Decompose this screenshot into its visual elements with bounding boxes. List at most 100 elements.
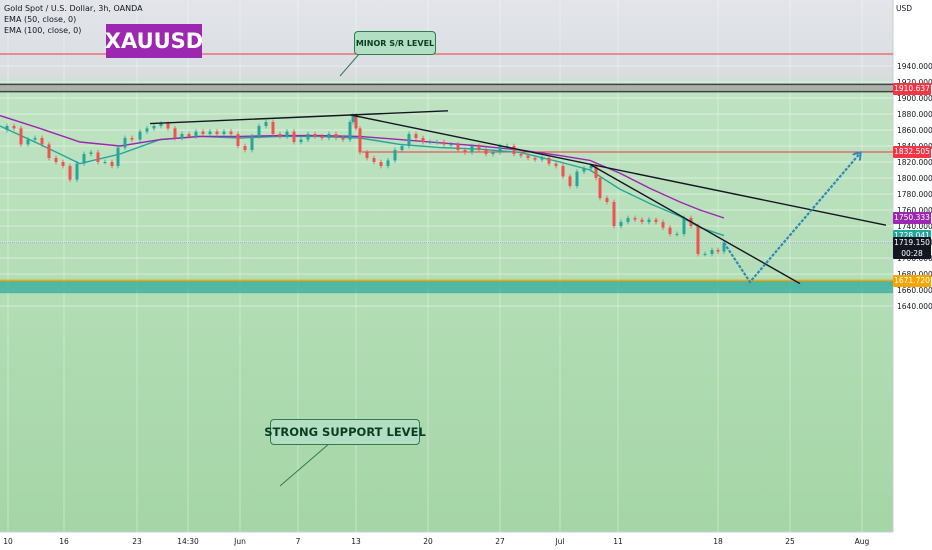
y-tick-label: 1780.000: [897, 190, 932, 199]
price-tag: 1910.637: [893, 83, 931, 96]
price-tag: 1719.150 00:28: [893, 236, 931, 259]
candle-body: [661, 222, 665, 228]
candle-body: [33, 138, 37, 140]
candle-body: [703, 254, 707, 255]
plot-background: [0, 0, 893, 532]
candle-body: [710, 250, 714, 254]
candle-body: [257, 126, 261, 137]
callout-pointer-layer: [279, 52, 361, 487]
candle-body: [358, 128, 362, 153]
candle-body: [194, 131, 198, 137]
candle-body: [491, 152, 495, 154]
price-tag-value: 1832.505: [894, 146, 930, 156]
candle-body: [456, 144, 460, 150]
candle-body: [208, 131, 212, 134]
strong-support-zone: [0, 280, 893, 294]
strong-support-level-callout[interactable]: STRONG SUPPORT LEVEL: [264, 419, 426, 445]
price-tag-value: 1750.333: [894, 212, 930, 222]
y-tick-label: 1680.000: [897, 270, 932, 279]
candle-body: [306, 134, 310, 140]
candle-body: [421, 138, 425, 142]
candle-body: [61, 162, 65, 166]
candle-body: [89, 152, 93, 154]
candle-body: [40, 138, 44, 145]
candle-body: [442, 142, 446, 145]
symbol-legend: Gold Spot / U.S. Dollar, 3h, OANDA: [4, 4, 143, 13]
candle-body: [626, 218, 630, 222]
y-tick-label: 1760.000: [897, 206, 932, 215]
x-tick-label: 25: [785, 537, 795, 546]
candle-body: [123, 138, 127, 148]
x-tick-label: 10: [3, 537, 13, 546]
price-tag-value: 1719.150: [894, 237, 930, 247]
y-tick-label: 1740.000: [897, 222, 932, 231]
candle-body: [372, 158, 376, 162]
candle-body: [554, 163, 558, 166]
y-tick-label: 1880.000: [897, 110, 932, 119]
y-tick-label: 1940.000: [897, 62, 932, 71]
candle-body: [166, 123, 170, 129]
candle-body: [594, 166, 598, 178]
candle-body: [334, 134, 338, 138]
candle-body: [470, 146, 474, 153]
x-tick-label: Jun: [233, 537, 246, 546]
ema50-legend: EMA (50, close, 0): [4, 15, 77, 24]
candle-body: [229, 131, 233, 134]
minor-sr-level-callout[interactable]: MINOR S/R LEVEL: [354, 31, 436, 55]
x-tick-label: 7: [296, 537, 301, 546]
candle-body: [145, 128, 149, 132]
minor-callout-pointer: [339, 52, 361, 77]
candle-body: [582, 168, 586, 172]
y-tick-label: 1640.000: [897, 302, 932, 311]
strong-callout-pointer: [279, 442, 331, 487]
candle-body: [612, 202, 616, 226]
x-tick-label: 16: [59, 537, 69, 546]
candle-body: [477, 146, 481, 150]
x-tick-label: 20: [423, 537, 433, 546]
candle-body: [400, 146, 404, 150]
x-tick-label: 27: [495, 537, 505, 546]
candle-body: [540, 158, 544, 160]
candle-body: [654, 219, 658, 222]
candle-body: [484, 150, 488, 154]
candle-body: [547, 158, 551, 164]
zone-layer: [0, 83, 893, 294]
x-tick-label: Jul: [554, 537, 564, 546]
candle-body: [716, 250, 720, 252]
projection-path: [723, 153, 860, 284]
candle-body: [264, 122, 268, 126]
ema100-legend: EMA (100, close, 0): [4, 26, 82, 35]
candle-body: [159, 123, 163, 126]
price-tag: 1671.720: [893, 274, 931, 287]
candle-body: [54, 158, 58, 162]
candle-body: [414, 134, 418, 138]
candle-body: [668, 227, 672, 234]
minor-sr-zone: [0, 84, 893, 92]
candle-body: [512, 146, 516, 154]
candle-body: [201, 131, 205, 134]
x-tick-label: 13: [351, 537, 361, 546]
candle-body: [407, 134, 411, 146]
y-tick-label: 1800.000: [897, 174, 932, 183]
candle-body: [327, 134, 331, 138]
price-tag-value: 1728.041: [894, 230, 930, 240]
candle-body: [26, 139, 30, 145]
y-tick-label: 1820.000: [897, 158, 932, 167]
candle-body: [75, 163, 79, 180]
candle-body: [647, 219, 651, 222]
y-tick-label: 1920.000: [897, 78, 932, 87]
ema-100-line: [0, 114, 725, 219]
x-tick-label: 11: [613, 537, 623, 546]
candle-body: [365, 152, 369, 158]
candle-body: [393, 150, 397, 161]
candle-body: [68, 166, 72, 180]
candle-body: [271, 122, 275, 134]
candle-body: [138, 131, 142, 140]
candle-body: [449, 144, 453, 146]
candle-body: [598, 178, 602, 198]
candle-body: [519, 154, 523, 156]
candle-body: [285, 131, 289, 137]
candle-body: [605, 198, 609, 202]
